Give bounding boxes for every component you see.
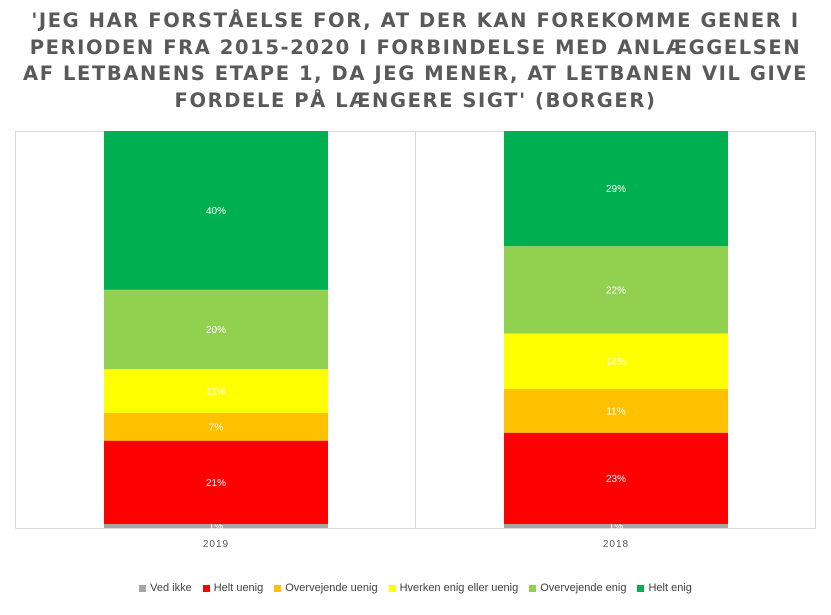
legend-label: Helt uenig <box>213 582 264 594</box>
bar-segment <box>504 524 728 528</box>
bars-group: 1% 21% 7% 11% 20% 40% 1% 23% 11% 14% 22% 29% <box>104 131 728 533</box>
bar-segment <box>504 246 728 334</box>
legend-label: Overvejende uenig <box>285 582 378 594</box>
legend-item: Overvejende enig <box>529 582 626 594</box>
bar-segment <box>504 432 728 525</box>
data-label: 23% <box>606 474 626 485</box>
data-label: 29% <box>606 184 626 195</box>
legend-item: Ved ikke <box>139 582 192 594</box>
legend-label: Hverken enig eller uenig <box>399 582 519 594</box>
legend-swatch <box>388 584 396 592</box>
x-axis-labels: 2019 2018 <box>203 539 629 550</box>
legend-label: Ved ikke <box>150 582 192 594</box>
legend-swatch <box>529 584 537 592</box>
bar-segment <box>104 524 328 528</box>
legend-label: Helt enig <box>648 582 692 594</box>
bar-segment <box>104 440 328 525</box>
legend-label: Overvejende enig <box>540 582 627 594</box>
bar-segment <box>104 412 328 441</box>
data-label: 14% <box>606 357 626 368</box>
bar-segment <box>104 369 328 413</box>
data-label: 40% <box>206 206 226 217</box>
legend-swatch <box>274 584 282 592</box>
data-label: 20% <box>206 325 226 336</box>
x-tick-label: 2018 <box>603 539 629 550</box>
legend-swatch <box>637 584 645 592</box>
legend-item: Overvejende uenig <box>274 582 378 594</box>
bar-segment <box>504 389 728 433</box>
data-label: 21% <box>206 478 226 489</box>
x-tick-label: 2019 <box>203 539 229 550</box>
bar-segment <box>504 333 728 390</box>
legend-item: Helt enig <box>637 582 692 594</box>
data-label: 22% <box>606 285 626 296</box>
bar-segment <box>104 289 328 370</box>
bar-segment <box>504 131 728 247</box>
data-label: 1% <box>609 522 624 533</box>
bar-segment <box>104 131 328 290</box>
data-label: 11% <box>606 406 625 417</box>
legend-swatch <box>139 584 147 592</box>
chart-title: 'JEG HAR FORSTÅELSE FOR, AT DER KAN FORE… <box>23 9 808 112</box>
legend-item: Hverken enig eller uenig <box>388 582 519 594</box>
data-label: 1% <box>209 522 224 533</box>
legend-swatch <box>202 584 210 592</box>
legend: Ved ikke Helt uenig Overvejende uenig Hverk… <box>0 582 831 594</box>
data-label: 7% <box>209 422 224 433</box>
legend-item: Helt uenig <box>202 582 264 594</box>
data-label: 11% <box>206 387 225 398</box>
